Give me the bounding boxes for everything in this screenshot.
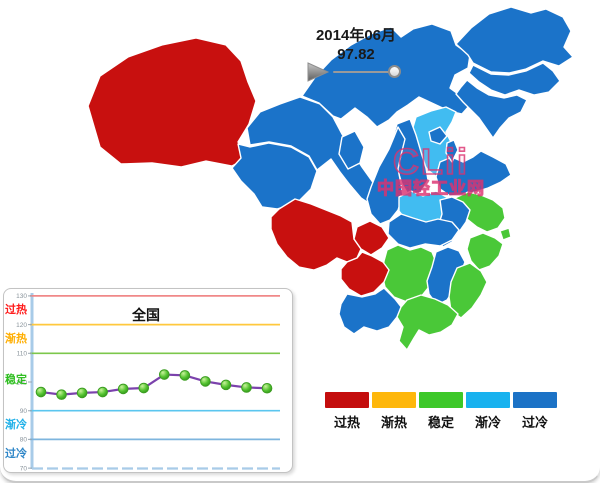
y-tick-label: 80 — [20, 437, 28, 444]
zone-label-1: 渐热 — [5, 331, 27, 345]
province-tianjin[interactable] — [445, 139, 459, 163]
legend-label-cooling: 渐冷 — [474, 415, 501, 430]
province-guizhou[interactable] — [340, 251, 390, 297]
y-tick-label: 100 — [16, 379, 27, 386]
zone-label-0: 过热 — [5, 302, 27, 316]
data-point-9[interactable] — [220, 379, 232, 391]
data-point-2[interactable] — [76, 387, 88, 399]
period-label: 2014年06月 — [315, 27, 397, 44]
province-shandong[interactable] — [435, 150, 512, 197]
timeline-header: 2014年06月 97.82 — [300, 24, 412, 63]
legend-item-overcooled: 过冷 — [513, 392, 557, 431]
province-chongqing[interactable] — [353, 220, 390, 256]
data-point-7[interactable] — [179, 370, 191, 381]
province-zhejiang[interactable] — [466, 232, 504, 271]
trend-chart-title: 全国 — [131, 307, 160, 323]
legend-label-overheated: 过热 — [333, 415, 360, 430]
legend-item-warming: 渐热 — [372, 392, 416, 431]
national-trend-panel: 130 120 110 100 90 80 70 过热渐热稳定渐冷过冷 全国 — [3, 288, 293, 473]
legend-swatch-stable — [419, 392, 463, 408]
legend-swatch-overheated — [325, 392, 369, 408]
province-ningxia[interactable] — [338, 130, 365, 170]
province-xinjiang[interactable] — [87, 37, 257, 168]
province-hainan[interactable] — [368, 354, 397, 378]
play-triangle-icon — [307, 62, 330, 82]
province-heilongjiang[interactable] — [455, 6, 574, 74]
slider-track[interactable] — [333, 71, 397, 73]
zone-label-4: 过冷 — [5, 446, 27, 460]
province-sichuan[interactable] — [270, 198, 362, 271]
trend-series-line — [39, 373, 269, 396]
zone-label-3: 渐冷 — [5, 417, 27, 431]
province-guangdong[interactable] — [396, 294, 459, 351]
data-point-4[interactable] — [117, 383, 129, 395]
y-tick-label: 120 — [16, 322, 27, 329]
play-button[interactable] — [306, 61, 330, 83]
data-point-8[interactable] — [200, 376, 211, 387]
province-hubei[interactable] — [387, 213, 460, 249]
data-point-5[interactable] — [138, 382, 150, 394]
province-beijing[interactable] — [428, 126, 448, 145]
legend-swatch-warming — [372, 392, 416, 408]
province-shaanxi[interactable] — [366, 126, 406, 225]
y-tick-label: 130 — [16, 293, 27, 300]
zone-label-2: 稳定 — [5, 372, 27, 386]
legend-item-cooling: 渐冷 — [466, 392, 510, 431]
province-jilin[interactable] — [468, 62, 561, 96]
province-fujian[interactable] — [448, 262, 488, 319]
time-slider — [306, 61, 406, 83]
y-tick-label: 70 — [20, 465, 28, 472]
y-tick-label: 110 — [17, 351, 28, 358]
province-shanghai[interactable] — [499, 227, 512, 241]
legend-swatch-cooling — [466, 392, 510, 408]
legend-swatch-overcooled — [513, 392, 557, 408]
data-point-6[interactable] — [159, 369, 170, 380]
data-point-10[interactable] — [241, 382, 252, 393]
legend-label-stable: 稳定 — [427, 415, 454, 430]
province-liaoning[interactable] — [455, 79, 528, 139]
data-point-0[interactable] — [35, 386, 47, 398]
legend-label-overcooled: 过冷 — [521, 415, 548, 430]
legend-label-warming: 渐热 — [380, 415, 407, 430]
slider-knob[interactable] — [388, 65, 401, 78]
index-value: 97.82 — [337, 46, 375, 63]
province-qinghai[interactable] — [231, 142, 318, 210]
map-legend: 过热 渐热 稳定 渐冷 过冷 — [325, 392, 557, 431]
data-point-3[interactable] — [97, 386, 108, 398]
china-choropleth-map — [87, 6, 574, 378]
data-point-11[interactable] — [261, 382, 273, 394]
legend-item-stable: 稳定 — [419, 392, 463, 431]
province-taiwan[interactable] — [490, 288, 509, 325]
province-guangxi[interactable] — [338, 287, 403, 335]
y-tick-label: 90 — [20, 408, 28, 415]
data-point-1[interactable] — [56, 389, 67, 400]
legend-item-overheated: 过热 — [325, 392, 369, 431]
